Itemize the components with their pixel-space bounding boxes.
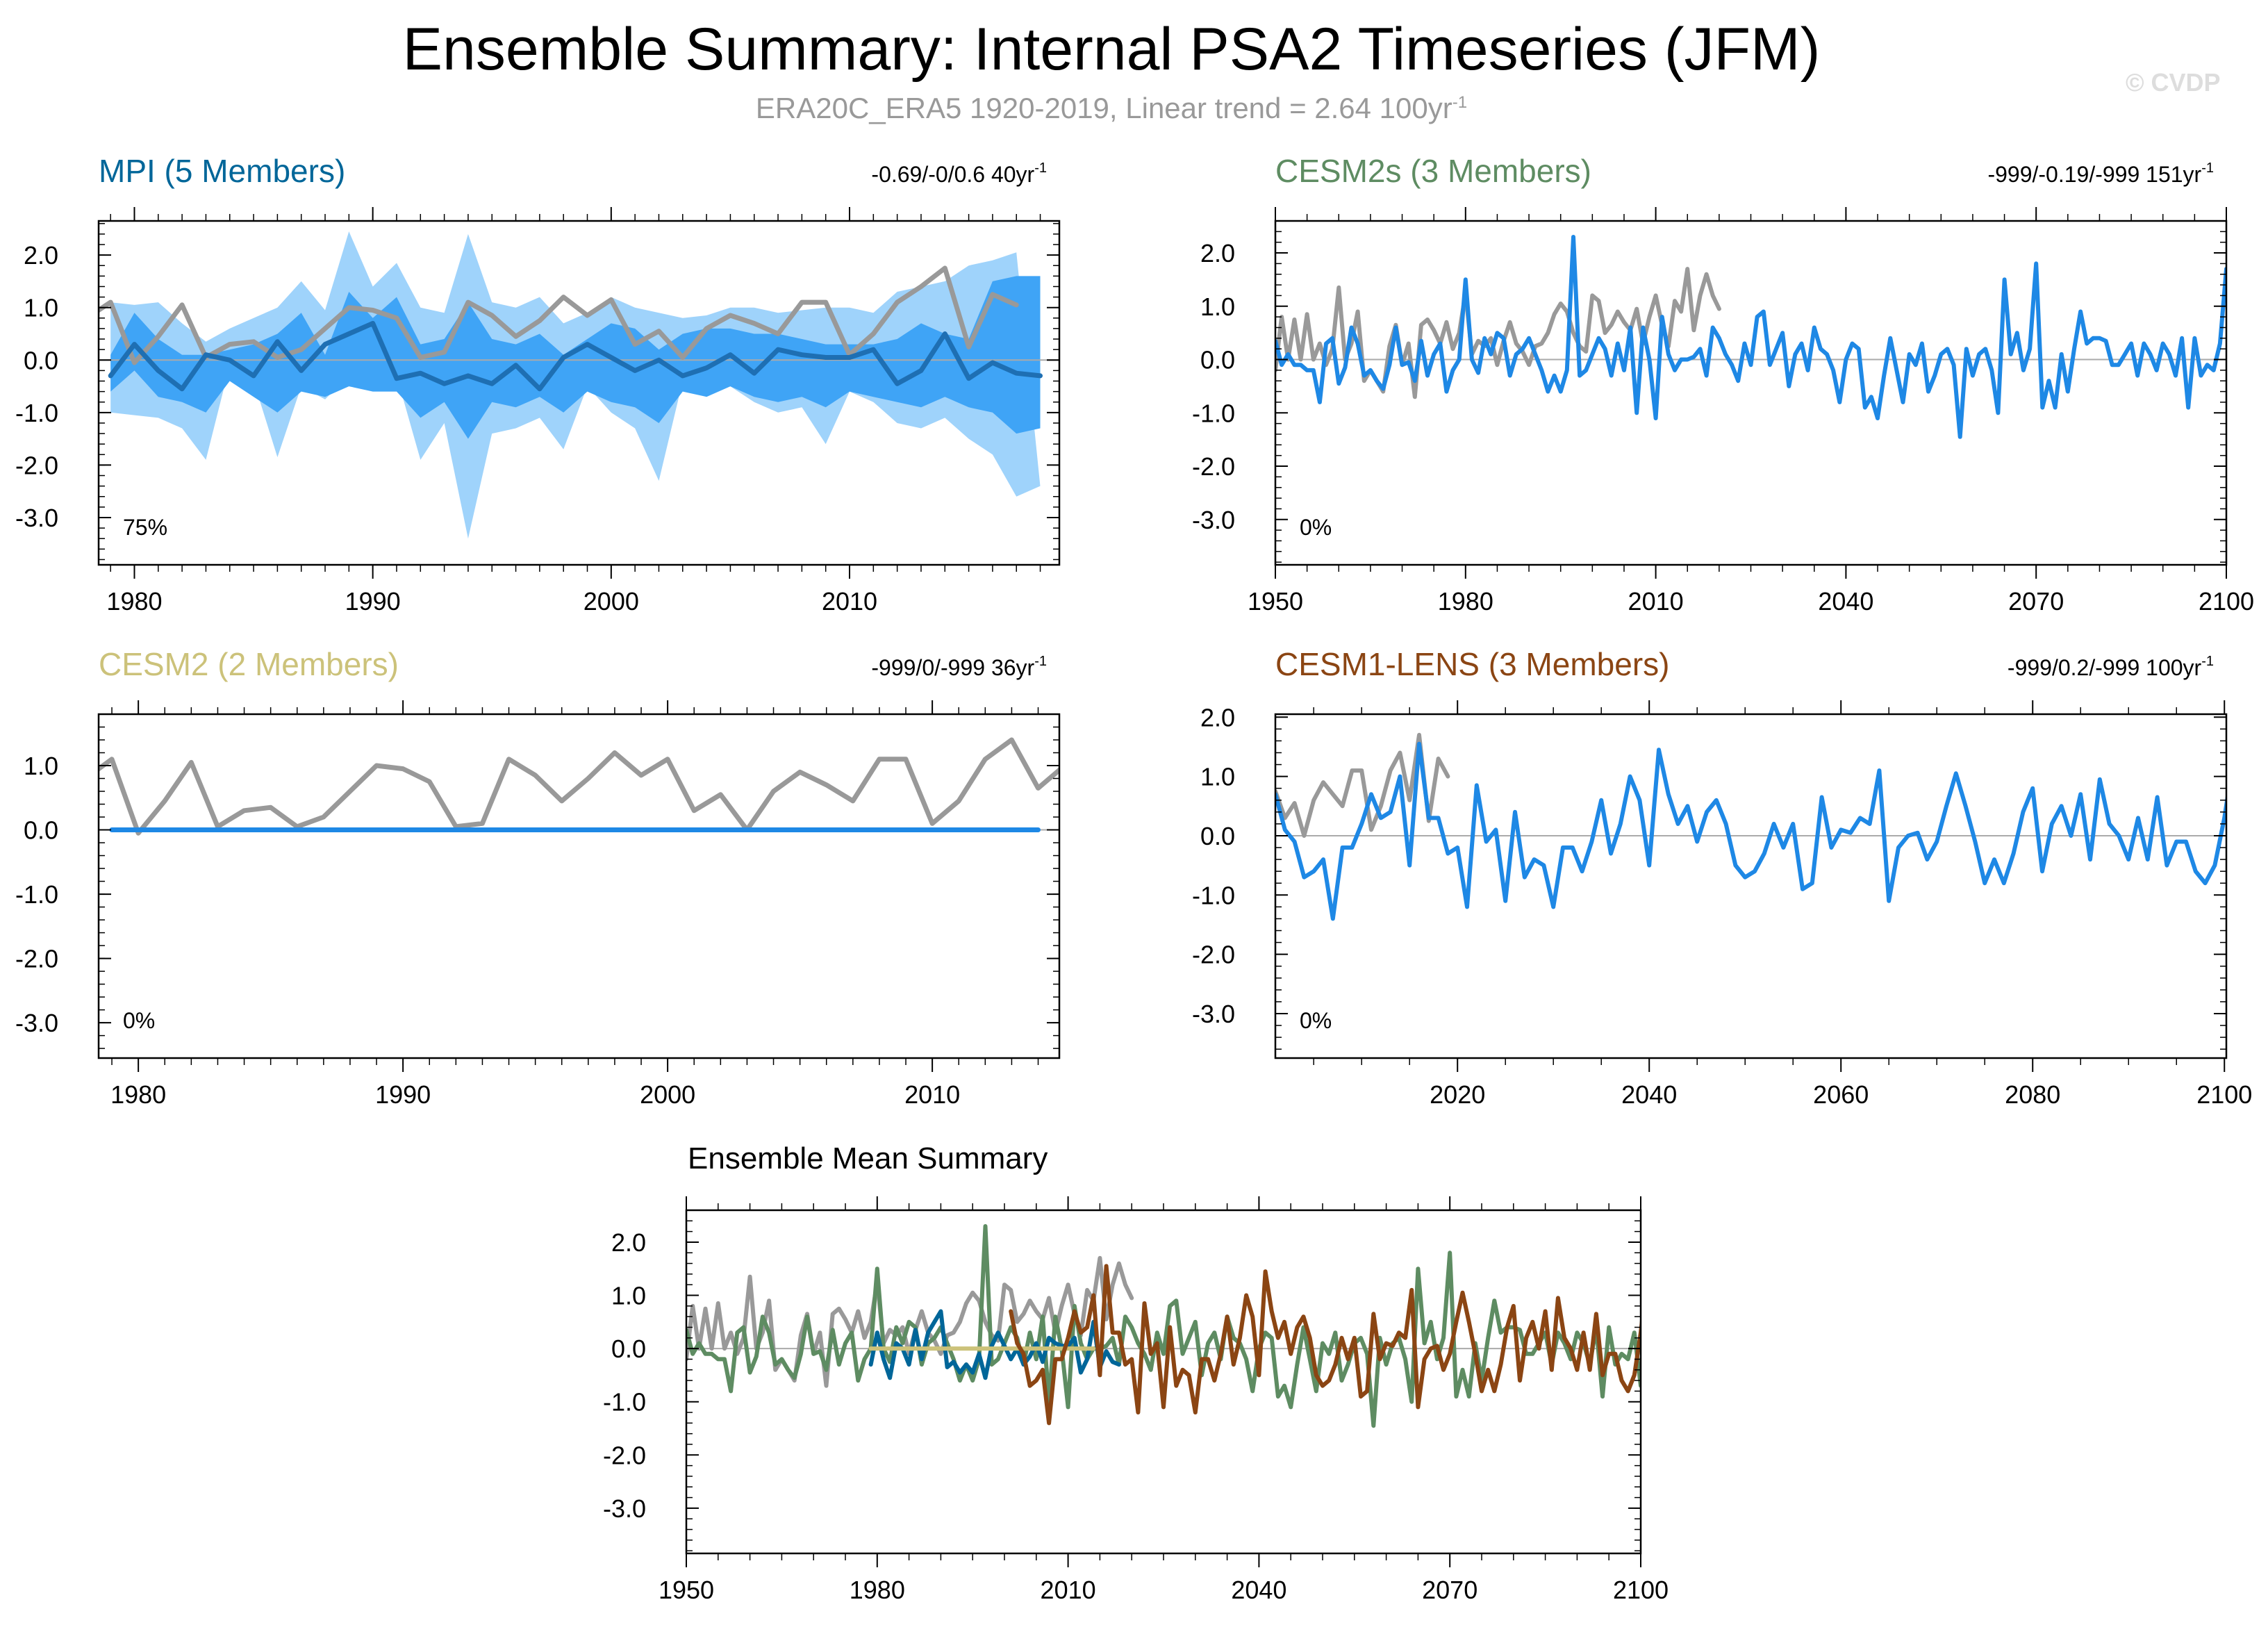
y-tick-label: 0.0 [611, 1335, 646, 1363]
y-tick-label: 2.0 [1200, 703, 1235, 732]
x-tick-label: 1990 [375, 1080, 431, 1109]
y-tick-label: 1.0 [24, 752, 58, 780]
y-tick-label: -1.0 [15, 399, 58, 427]
plot-frame [1274, 713, 2228, 1059]
y-tick-label: 0.0 [24, 346, 58, 374]
y-tick-label: -1.0 [1192, 881, 1235, 909]
series-line-mpi-ensemble-mean [108, 320, 1043, 392]
x-tick-label: 2060 [1813, 1080, 1869, 1109]
panel-stats: -999/0/-999 36yr-1 [871, 654, 1047, 680]
x-tick-label: 2040 [1621, 1080, 1677, 1109]
y-tick-label: -1.0 [1192, 399, 1235, 427]
x-tick-label: 2000 [640, 1080, 695, 1109]
panel-mpi: MPI (5 Members) -0.69/-0/0.6 40yr-1 2.0 1.0… [15, 153, 1061, 616]
x-tick-label: 1980 [110, 1080, 166, 1109]
y-tick-label: 2.0 [611, 1228, 646, 1257]
percent-label: 0% [1300, 515, 1332, 540]
figure-title: Ensemble Summary: Internal PSA2 Timeseri… [402, 16, 1821, 83]
series-line-cesm2s-member [1275, 235, 1735, 420]
x-tick-label: 2010 [904, 1080, 960, 1109]
y-tick-label: 0.0 [24, 816, 58, 845]
y-tick-label: 0.0 [1200, 346, 1235, 374]
plot-area [99, 737, 1059, 836]
series-line-member-continuation [1730, 261, 2226, 439]
series-line-observed [99, 737, 1059, 836]
panel-title: CESM2 (2 Members) [99, 646, 399, 682]
y-tick-label: -1.0 [15, 880, 58, 909]
x-tick-label: 2100 [1613, 1576, 1669, 1604]
plot-area [99, 231, 1059, 539]
y-tick-label: -3.0 [15, 504, 58, 532]
series-line-observed [99, 265, 1019, 365]
y-tick-label: -2.0 [1192, 452, 1235, 481]
x-tick-label: 2070 [2008, 587, 2064, 616]
plot-area [1275, 235, 2226, 439]
x-tick-label: 1980 [106, 587, 162, 616]
panel-cesm2s: CESM2s (3 Members) -999/-0.19/-999 151yr-… [1192, 153, 2254, 616]
x-tick-label: 2080 [2005, 1080, 2060, 1109]
panel-title: CESM2s (3 Members) [1275, 153, 1591, 189]
y-tick-label: 1.0 [1200, 763, 1235, 791]
x-tick-label: 2000 [583, 587, 639, 616]
y-tick-label: -2.0 [15, 451, 58, 479]
x-tick-label: 1950 [659, 1576, 714, 1604]
y-tick-label: 2.0 [1200, 239, 1235, 267]
figure-subtitle: ERA20C_ERA5 1920-2019, Linear trend = 2.… [0, 92, 2223, 125]
y-tick-label: -3.0 [1192, 506, 1235, 534]
plot-frame [97, 220, 1061, 566]
y-tick-label: 1.0 [611, 1282, 646, 1310]
plot-area [686, 1224, 1641, 1428]
panel-title: CESM1-LENS (3 Members) [1275, 646, 1669, 682]
panel-cesm2: CESM2 (2 Members) -999/0/-999 36yr-1 1.0 0.… [15, 646, 1061, 1109]
x-tick-label: 2100 [2196, 1080, 2252, 1109]
x-tick-label: 2010 [1041, 1576, 1096, 1604]
y-tick-label: -1.0 [603, 1388, 646, 1417]
subtitle-superscript: -1 [1452, 93, 1468, 112]
x-tick-label: 2040 [1818, 587, 1873, 616]
y-tick-label: -3.0 [15, 1009, 58, 1037]
percent-label: 0% [1300, 1008, 1332, 1033]
panel-title: Ensemble Mean Summary [688, 1141, 1048, 1175]
x-tick-label: 1980 [850, 1576, 905, 1604]
percent-label: 0% [123, 1008, 155, 1033]
y-tick-label: -3.0 [603, 1494, 646, 1523]
x-tick-label: 1980 [1438, 587, 1493, 616]
x-tick-label: 2070 [1422, 1576, 1477, 1604]
copyright-watermark: © CVDP [2126, 68, 2221, 97]
x-tick-label: 2100 [2199, 587, 2254, 616]
x-tick-label: 2040 [1231, 1576, 1286, 1604]
y-tick-label: 2.0 [24, 241, 58, 270]
panel-cesm1lens: CESM1-LENS (3 Members) -999/0.2/-999 100y… [1192, 646, 2252, 1109]
y-tick-label: 1.0 [1200, 292, 1235, 321]
panel-stats: -0.69/-0/0.6 40yr-1 [871, 160, 1047, 187]
series-line-cesm1-lens-member [1275, 741, 2226, 921]
series-line-observed [1275, 732, 1450, 838]
y-tick-label: -2.0 [15, 945, 58, 973]
plot-frame [97, 713, 1061, 1059]
panel-ensemble_mean: Ensemble Mean Summary 2.0 1.0 0.0 -1.0 -2.0 -3… [603, 1141, 1669, 1604]
panel-stats: -999/0.2/-999 100yr-1 [2008, 654, 2214, 680]
range-band-inner [110, 276, 1041, 439]
panel-title: MPI (5 Members) [99, 153, 345, 189]
x-tick-label: 2020 [1430, 1080, 1485, 1109]
x-tick-label: 2010 [822, 587, 877, 616]
x-tick-label: 1950 [1248, 587, 1303, 616]
y-tick-label: -2.0 [1192, 941, 1235, 969]
y-tick-label: 0.0 [1200, 822, 1235, 850]
y-tick-label: 1.0 [24, 294, 58, 322]
panel-stats: -999/-0.19/-999 151yr-1 [1987, 160, 2214, 187]
subtitle-text: ERA20C_ERA5 1920-2019, Linear trend = 2.… [755, 92, 1452, 124]
y-tick-label: -2.0 [603, 1441, 646, 1469]
plot-frame [1274, 220, 2228, 566]
percent-label: 75% [123, 515, 167, 540]
y-tick-label: -3.0 [1192, 1000, 1235, 1028]
x-tick-label: 2010 [1628, 587, 1684, 616]
x-tick-label: 1990 [345, 587, 401, 616]
series-line-cesm1-lens [1009, 1264, 1641, 1426]
plot-area [1275, 732, 2226, 921]
